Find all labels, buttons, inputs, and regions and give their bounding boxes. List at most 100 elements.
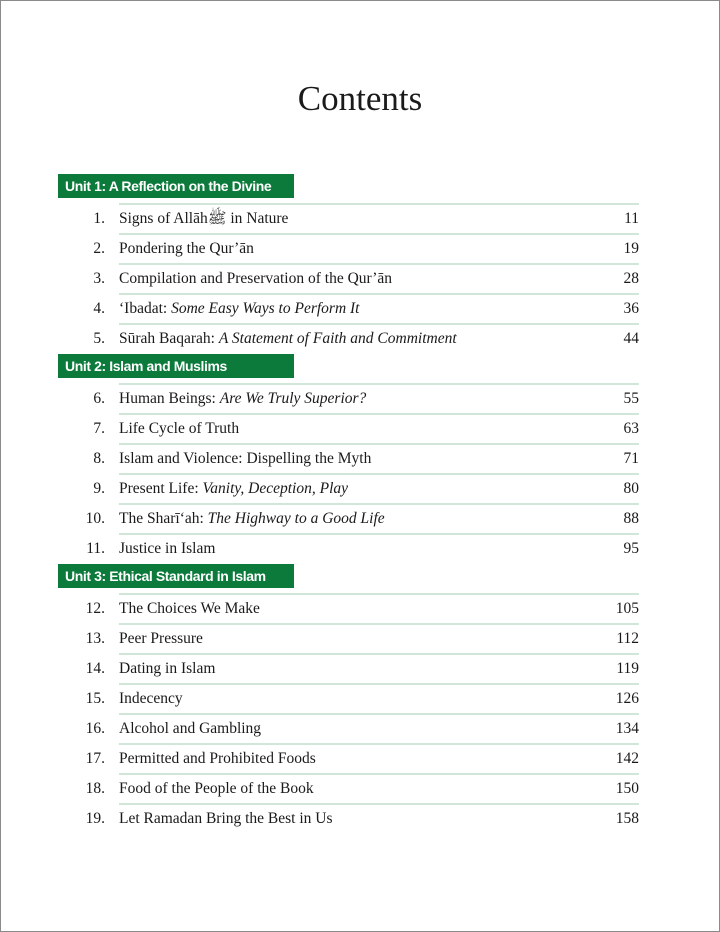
chapter-number: 12. [85,600,105,617]
chapter-number: 2. [93,240,105,257]
toc-entry[interactable]: 1. Signs of Allāhﷺ in Nature 11 [58,203,639,233]
chapter-title-main: The Choices We Make [119,600,260,617]
chapter-subtitle: Some Easy Ways to Perform It [171,300,360,317]
toc-entry[interactable]: 3. Compilation and Preservation of the Qu… [58,263,639,293]
divider [119,503,639,505]
toc-entry[interactable]: 8. Islam and Violence: Dispelling the Myt… [58,443,639,473]
chapter-title-main: Compilation and Preservation of the Qur’… [119,270,393,287]
chapter-number: 7. [93,420,105,437]
page-number: 71 [623,450,640,467]
unit-header: Unit 1: A Reflection on the Divine [58,174,294,198]
unit-header: Unit 2: Islam and Muslims [58,354,294,378]
divider [119,263,639,265]
toc-entry[interactable]: 10. The Sharī‘ah: The Highway to a Good L… [58,503,639,533]
chapter-title: Peer Pressure [119,628,203,650]
toc-entry[interactable]: 5. Sūrah Baqarah: A Statement of Faith an… [58,323,639,353]
chapter-title: ‘Ibadat: Some Easy Ways to Perform It [119,298,360,320]
toc-entry[interactable]: 17. Permitted and Prohibited Foods 142 [58,743,639,773]
chapter-title: Indecency [119,688,183,710]
chapter-title-main: Signs of Allāhﷺ in Nature [119,210,289,227]
chapter-title: The Sharī‘ah: The Highway to a Good Life [119,508,385,530]
chapter-title: Permitted and Prohibited Foods [119,748,316,770]
chapter-number: 3. [93,270,105,287]
chapter-subtitle: The Highway to a Good Life [207,510,385,527]
chapter-title-main: Present Life: [119,480,203,497]
chapter-title-main: Islam and Violence: Dispelling the Myth [119,450,372,467]
divider [119,203,639,205]
chapter-title: Human Beings: Are We Truly Superior? [119,388,366,410]
chapter-title-main: Alcohol and Gambling [119,720,262,737]
toc-entry[interactable]: 6. Human Beings: Are We Truly Superior? 55 [58,383,639,413]
toc-entry[interactable]: 16. Alcohol and Gambling 134 [58,713,639,743]
toc-entry[interactable]: 4. ‘Ibadat: Some Easy Ways to Perform It 3… [58,293,639,323]
chapter-title: Justice in Islam [119,538,215,560]
page-number: 142 [615,750,639,767]
divider [119,293,639,295]
chapter-title-main: The Sharī‘ah: [119,510,208,527]
chapter-title: Alcohol and Gambling [119,718,261,740]
divider [119,413,639,415]
chapter-number: 14. [85,660,105,677]
chapter-number: 17. [85,750,105,767]
page-number: 11 [624,210,639,227]
chapter-title-main: Let Ramadan Bring the Best in Us [119,810,333,827]
chapter-title: Signs of Allāhﷺ in Nature [119,208,288,230]
chapter-number: 13. [85,630,105,647]
toc-entry[interactable]: 7. Life Cycle of Truth 63 [58,413,639,443]
toc-entry[interactable]: 12. The Choices We Make 105 [58,593,639,623]
divider [119,473,639,475]
page-number: 80 [623,480,640,497]
chapter-subtitle: Are We Truly Superior? [219,390,367,407]
page-title: Contents [297,79,423,118]
chapter-title: Life Cycle of Truth [119,418,239,440]
table-of-contents: Unit 1: A Reflection on the Divine 1. Sign… [58,173,639,833]
chapter-number: 8. [93,450,105,467]
toc-entry[interactable]: 14. Dating in Islam 119 [58,653,639,683]
chapter-title-main: Permitted and Prohibited Foods [119,750,316,767]
chapter-title: Pondering the Qur’ān [119,238,254,260]
chapter-number: 4. [93,300,105,317]
page-number: 158 [615,810,639,827]
toc-entry[interactable]: 9. Present Life: Vanity, Deception, Play 8… [58,473,639,503]
chapter-number: 6. [93,390,105,407]
chapter-number: 16. [85,720,105,737]
chapter-number: 15. [85,690,105,707]
divider [119,383,639,385]
page-number: 112 [616,630,639,647]
chapter-title-main: Dating in Islam [119,660,216,677]
page-number: 88 [623,510,640,527]
page-number: 36 [623,300,640,317]
divider [119,683,639,685]
chapter-title-main: Peer Pressure [119,630,203,647]
chapter-title-main: ‘Ibadat: [119,300,172,317]
chapter-title: Let Ramadan Bring the Best in Us [119,808,333,830]
divider [119,443,639,445]
chapter-number: 18. [85,780,105,797]
chapter-title: Dating in Islam [119,658,215,680]
divider [119,623,639,625]
chapter-number: 10. [85,510,105,527]
chapter-number: 19. [85,810,105,827]
chapter-title: The Choices We Make [119,598,260,620]
chapter-subtitle: A Statement of Faith and Commitment [218,330,457,347]
toc-entry[interactable]: 18. Food of the People of the Book 150 [58,773,639,803]
page-number: 105 [615,600,639,617]
toc-entry[interactable]: 2. Pondering the Qur’ān 19 [58,233,639,263]
toc-entry[interactable]: 11. Justice in Islam 95 [58,533,639,563]
chapter-title: Islam and Violence: Dispelling the Myth [119,448,371,470]
page-number: 28 [623,270,640,287]
page-number: 134 [615,720,639,737]
divider [119,803,639,805]
divider [119,233,639,235]
chapter-title: Food of the People of the Book [119,778,314,800]
chapter-title: Present Life: Vanity, Deception, Play [119,478,348,500]
toc-entry[interactable]: 15. Indecency 126 [58,683,639,713]
toc-entry[interactable]: 13. Peer Pressure 112 [58,623,639,653]
divider [119,323,639,325]
chapter-title-main: Sūrah Baqarah: [119,330,219,347]
toc-entry[interactable]: 19. Let Ramadan Bring the Best in Us 158 [58,803,639,833]
page-number: 126 [615,690,639,707]
divider [119,743,639,745]
chapter-title: Sūrah Baqarah: A Statement of Faith and … [119,328,457,350]
